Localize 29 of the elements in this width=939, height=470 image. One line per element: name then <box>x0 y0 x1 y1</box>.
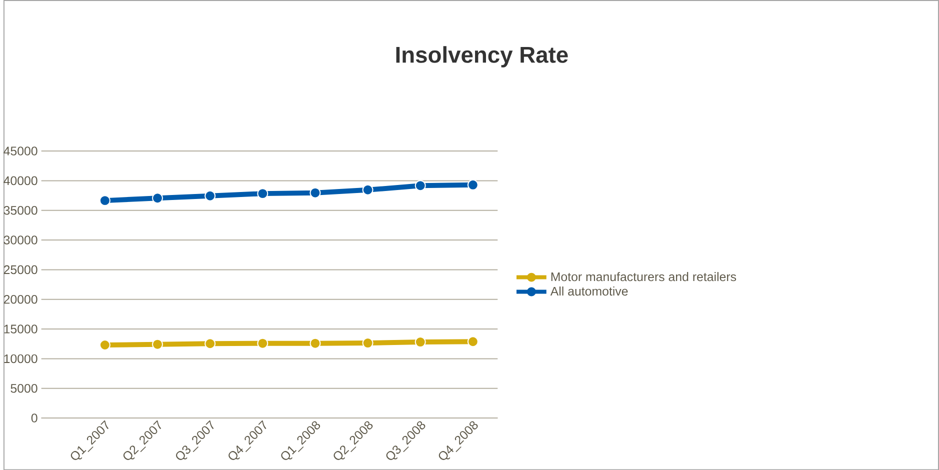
y-tick-label: 20000 <box>4 294 38 304</box>
point <box>257 188 268 199</box>
point <box>257 338 268 349</box>
y-tick-label: 25000 <box>4 265 38 274</box>
point <box>310 338 321 349</box>
point <box>152 338 163 350</box>
y-tick-label: 15000 <box>4 324 38 334</box>
point <box>152 192 163 204</box>
point <box>414 336 426 348</box>
y-tick-label: 10000 <box>4 354 38 363</box>
point <box>467 336 478 347</box>
chart-title: Insolvency Rate <box>396 46 568 68</box>
y-tick-label: 30000 <box>4 236 38 244</box>
legend-label: All automotive <box>550 286 628 296</box>
point <box>467 179 478 190</box>
point <box>99 339 110 350</box>
point <box>362 184 374 196</box>
point <box>414 180 426 191</box>
point <box>204 190 216 202</box>
y-tick-label: 0 <box>31 414 38 422</box>
y-tick-label: 40000 <box>4 176 38 185</box>
y-tick-label: 5000 <box>10 384 38 393</box>
legend-label: Motor manufacturers and retailers <box>551 272 736 282</box>
point <box>362 337 374 348</box>
point <box>310 187 321 198</box>
y-tick-label: 35000 <box>4 206 38 215</box>
point <box>204 338 216 349</box>
y-tick-label: 45000 <box>4 146 38 156</box>
point <box>99 194 110 206</box>
